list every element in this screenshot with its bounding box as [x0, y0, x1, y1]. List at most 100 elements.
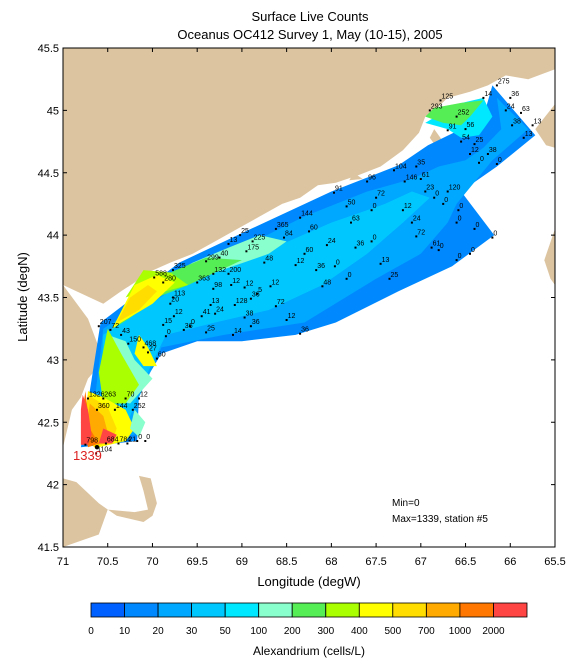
station: 125: [439, 93, 453, 102]
station-value: 20: [171, 297, 179, 304]
max-value-label: 1339: [73, 448, 102, 463]
station: 38: [243, 311, 253, 319]
station-dot: [233, 304, 236, 306]
station-dot: [460, 140, 463, 143]
station: 12: [138, 392, 148, 400]
y-tick-label: 41.5: [38, 542, 59, 554]
station-value: 13: [212, 298, 220, 305]
station-dot: [294, 264, 297, 267]
station-value: 24: [328, 238, 336, 245]
station-value: 12: [232, 278, 240, 285]
station: 20: [169, 297, 179, 305]
station: 35: [415, 160, 425, 168]
station-dot: [473, 227, 476, 230]
stats-max: Max=1339, station #5: [392, 514, 488, 525]
nova-scotia-south: [544, 228, 555, 285]
station-value: 12: [288, 313, 296, 320]
station-value: 36: [301, 327, 309, 334]
station-dot: [469, 153, 471, 155]
contour-band-6: [425, 100, 484, 126]
station-dot: [403, 180, 406, 183]
station: 12: [294, 258, 304, 267]
station-dot: [126, 442, 129, 445]
station-dot: [169, 302, 172, 305]
station: 225: [251, 234, 265, 243]
station: 12: [285, 313, 296, 321]
station: 13: [227, 237, 238, 245]
station-value: 280: [164, 276, 176, 283]
station-value: 13: [230, 237, 238, 244]
y-tick-label: 43: [47, 355, 59, 367]
station-dot: [531, 124, 534, 127]
station-value: 14: [484, 91, 492, 98]
station-dot: [138, 397, 140, 400]
station: 50: [345, 199, 355, 208]
station-dot: [200, 315, 203, 318]
x-tick-label: 71: [57, 556, 69, 568]
station-value: 24: [413, 216, 421, 223]
station-value: 72: [377, 191, 385, 198]
station-value: 1104: [97, 446, 112, 453]
contour-band-20: [130, 409, 146, 438]
station: 12: [243, 281, 253, 289]
station-value: 12: [140, 392, 148, 399]
x-tick-label: 68: [325, 556, 337, 568]
colorbar-cell: [325, 602, 360, 618]
station-dot: [469, 252, 471, 255]
colorbar-tick-label: 50: [220, 626, 232, 637]
contour-band-4: [107, 257, 242, 335]
station-dot: [155, 357, 158, 360]
contour-band-19: [98, 428, 117, 444]
concentration-contours: [80, 85, 536, 448]
station-value: 60: [158, 352, 166, 359]
station-dot: [172, 296, 174, 299]
y-tick-label: 45.5: [38, 43, 59, 55]
station-dot: [113, 408, 116, 411]
station-value: 40: [221, 251, 229, 258]
station-dot: [96, 408, 98, 411]
station: 12: [230, 278, 240, 286]
station-dot: [136, 440, 139, 442]
station: 60: [303, 247, 313, 255]
station: 0: [473, 222, 480, 230]
station-value: 0: [498, 157, 502, 164]
station-value: 252: [134, 403, 146, 410]
station-dot: [131, 408, 134, 411]
station: 0: [442, 197, 448, 205]
station: 36: [354, 241, 364, 249]
station-dot: [495, 84, 498, 87]
figure-title: Surface Live Counts Oceanus OC412 Survey…: [177, 9, 442, 42]
colorbar-cells: [90, 602, 528, 618]
station: 113: [172, 291, 185, 299]
station: 0: [345, 272, 352, 280]
station-dot: [366, 180, 369, 183]
station: 72: [375, 191, 385, 199]
station-dot: [182, 328, 185, 331]
station: 60: [308, 224, 318, 233]
station-dot: [345, 205, 348, 208]
station-value: 48: [265, 256, 273, 263]
station-dot: [315, 269, 318, 272]
x-tick-label: 67: [415, 556, 427, 568]
station-dot: [333, 265, 336, 268]
colorbar-cell: [358, 602, 394, 618]
station-dot: [189, 325, 191, 328]
station-dot: [269, 285, 272, 288]
station-dot: [439, 99, 442, 102]
colorbar-tick-label: 500: [384, 626, 401, 637]
station: 61: [419, 172, 430, 180]
station: 24: [410, 216, 421, 224]
station-value: 0: [458, 216, 462, 223]
station: 146: [403, 175, 417, 183]
station: 299: [205, 254, 219, 263]
station-value: 23: [426, 185, 434, 192]
station: 41: [200, 309, 211, 318]
station-dot: [227, 242, 230, 245]
station-dot: [370, 209, 373, 212]
colorbar-tick-label: 30: [186, 626, 198, 637]
station-dot: [350, 221, 352, 224]
y-tick-label: 42.5: [38, 417, 59, 429]
cape-cod: [63, 475, 157, 547]
colorbar-tick-label: 1000: [449, 626, 472, 637]
colorbar-tick-label: 300: [317, 626, 334, 637]
